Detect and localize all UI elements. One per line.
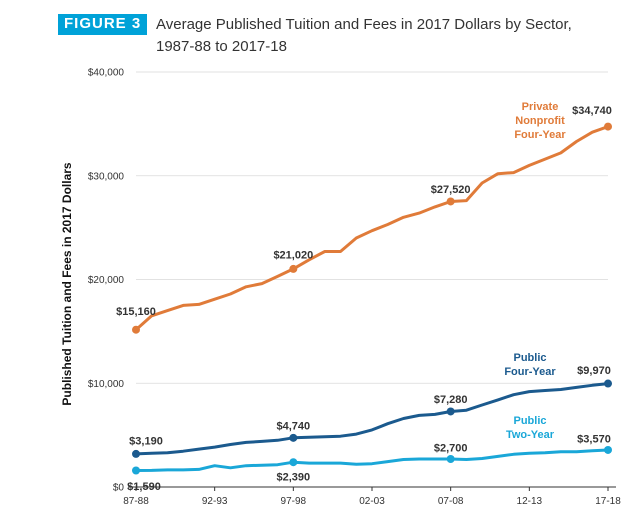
series-line — [134, 382, 610, 456]
data-point — [604, 122, 612, 131]
y-tick-label: $30,000 — [88, 171, 125, 182]
x-tick-label: 97-98 — [281, 496, 307, 507]
data-labels: $15,160 $21,020 $27,520 $34,740 Private Nonpr… — [116, 101, 612, 493]
data-point — [446, 197, 455, 206]
x-tick-label: 92-93 — [202, 496, 228, 507]
y-tick-label: $0 — [113, 483, 125, 494]
series-lines — [132, 122, 612, 475]
series-name-line: Private — [522, 101, 559, 113]
x-tick-label: 07-08 — [438, 496, 464, 507]
x-tick-label: 87-88 — [123, 496, 149, 507]
series-name-line: Nonprofit — [515, 115, 565, 127]
series-name-line: Four-Year — [504, 366, 556, 378]
data-point — [132, 466, 140, 475]
data-point — [132, 325, 140, 334]
chart-title-line-2: 1987-88 to 2017-18 — [156, 38, 287, 55]
data-point — [446, 407, 455, 416]
x-tick-label: 12-13 — [517, 496, 543, 507]
data-label: $7,280 — [434, 394, 468, 406]
y-tick-label: $40,000 — [88, 68, 125, 79]
y-tick-label: $20,000 — [88, 275, 125, 286]
figure-badge: FIGURE 3 — [58, 14, 148, 35]
data-label: $3,190 — [129, 435, 163, 447]
x-tick-label: 02-03 — [359, 496, 385, 507]
y-axis-label: Published Tuition and Fees in 2017 Dolla… — [60, 162, 74, 405]
data-label: $27,520 — [431, 184, 471, 196]
data-label: $1,590 — [127, 481, 161, 493]
series-name-line: Four-Year — [514, 129, 566, 141]
y-tick-label: $10,000 — [88, 379, 125, 390]
data-label: $2,390 — [277, 472, 311, 484]
series-line — [134, 448, 610, 472]
data-point — [289, 458, 298, 467]
data-point — [446, 454, 455, 463]
figure-header: FIGURE 3 Average Published Tuition and F… — [58, 14, 628, 55]
series-name-line: Public — [513, 415, 546, 427]
data-point — [604, 379, 612, 388]
data-label: $3,570 — [577, 433, 611, 445]
series-name-label: Public Two-Year — [506, 415, 555, 441]
gridlines — [136, 71, 608, 488]
data-label: $21,020 — [273, 249, 313, 261]
series-name-line: Two-Year — [506, 429, 555, 441]
data-label: $2,700 — [434, 442, 468, 454]
data-point — [289, 433, 298, 442]
data-label: $4,740 — [277, 420, 311, 432]
series-line — [134, 125, 610, 332]
series-name-label: Private Nonprofit Four-Year — [514, 101, 566, 141]
data-label: $34,740 — [572, 105, 612, 117]
chart-title: Average Published Tuition and Fees in 20… — [156, 14, 626, 58]
series-name-label: Public Four-Year — [504, 352, 556, 378]
data-point — [132, 449, 140, 458]
x-tick-label: 17-18 — [595, 496, 621, 507]
data-label: $9,970 — [577, 365, 611, 377]
data-label: $15,160 — [116, 306, 156, 318]
chart-title-line-1: Average Published Tuition and Fees in 20… — [156, 16, 572, 33]
data-point — [289, 264, 298, 273]
data-point — [604, 445, 612, 454]
axes: $0 $10,000 $20,000 $30,000 $40,000 87-88 92-93… — [88, 68, 621, 508]
series-name-line: Public — [513, 352, 546, 364]
